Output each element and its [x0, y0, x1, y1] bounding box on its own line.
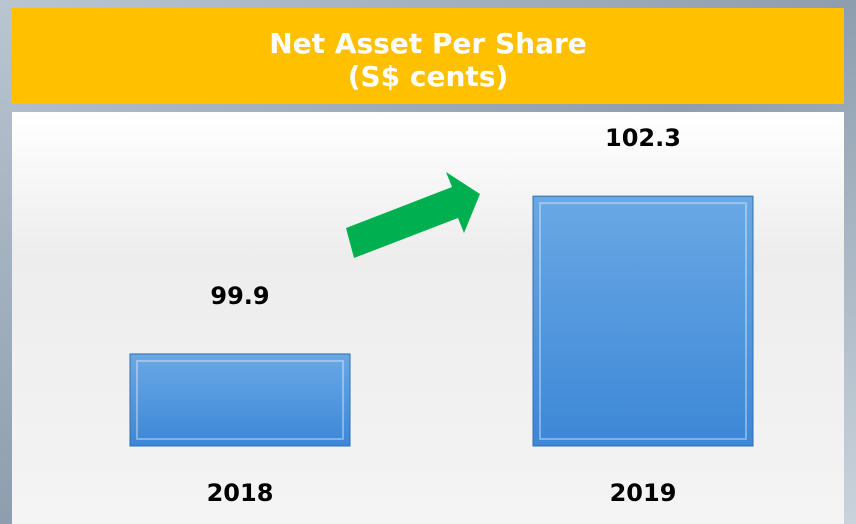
value-label: 99.9	[210, 282, 269, 310]
bar	[532, 195, 754, 447]
chart-title: Net Asset Per Share	[269, 27, 587, 60]
chart-subtitle: (S$ cents)	[348, 60, 509, 93]
value-label: 102.3	[605, 124, 681, 152]
x-tick-label: 2019	[610, 479, 677, 507]
trend-arrow	[346, 172, 480, 258]
bar-bevel	[136, 359, 344, 441]
x-tick-label: 2018	[207, 479, 274, 507]
bar-bevel	[539, 202, 747, 440]
title-band	[12, 8, 844, 104]
bar	[129, 353, 351, 447]
